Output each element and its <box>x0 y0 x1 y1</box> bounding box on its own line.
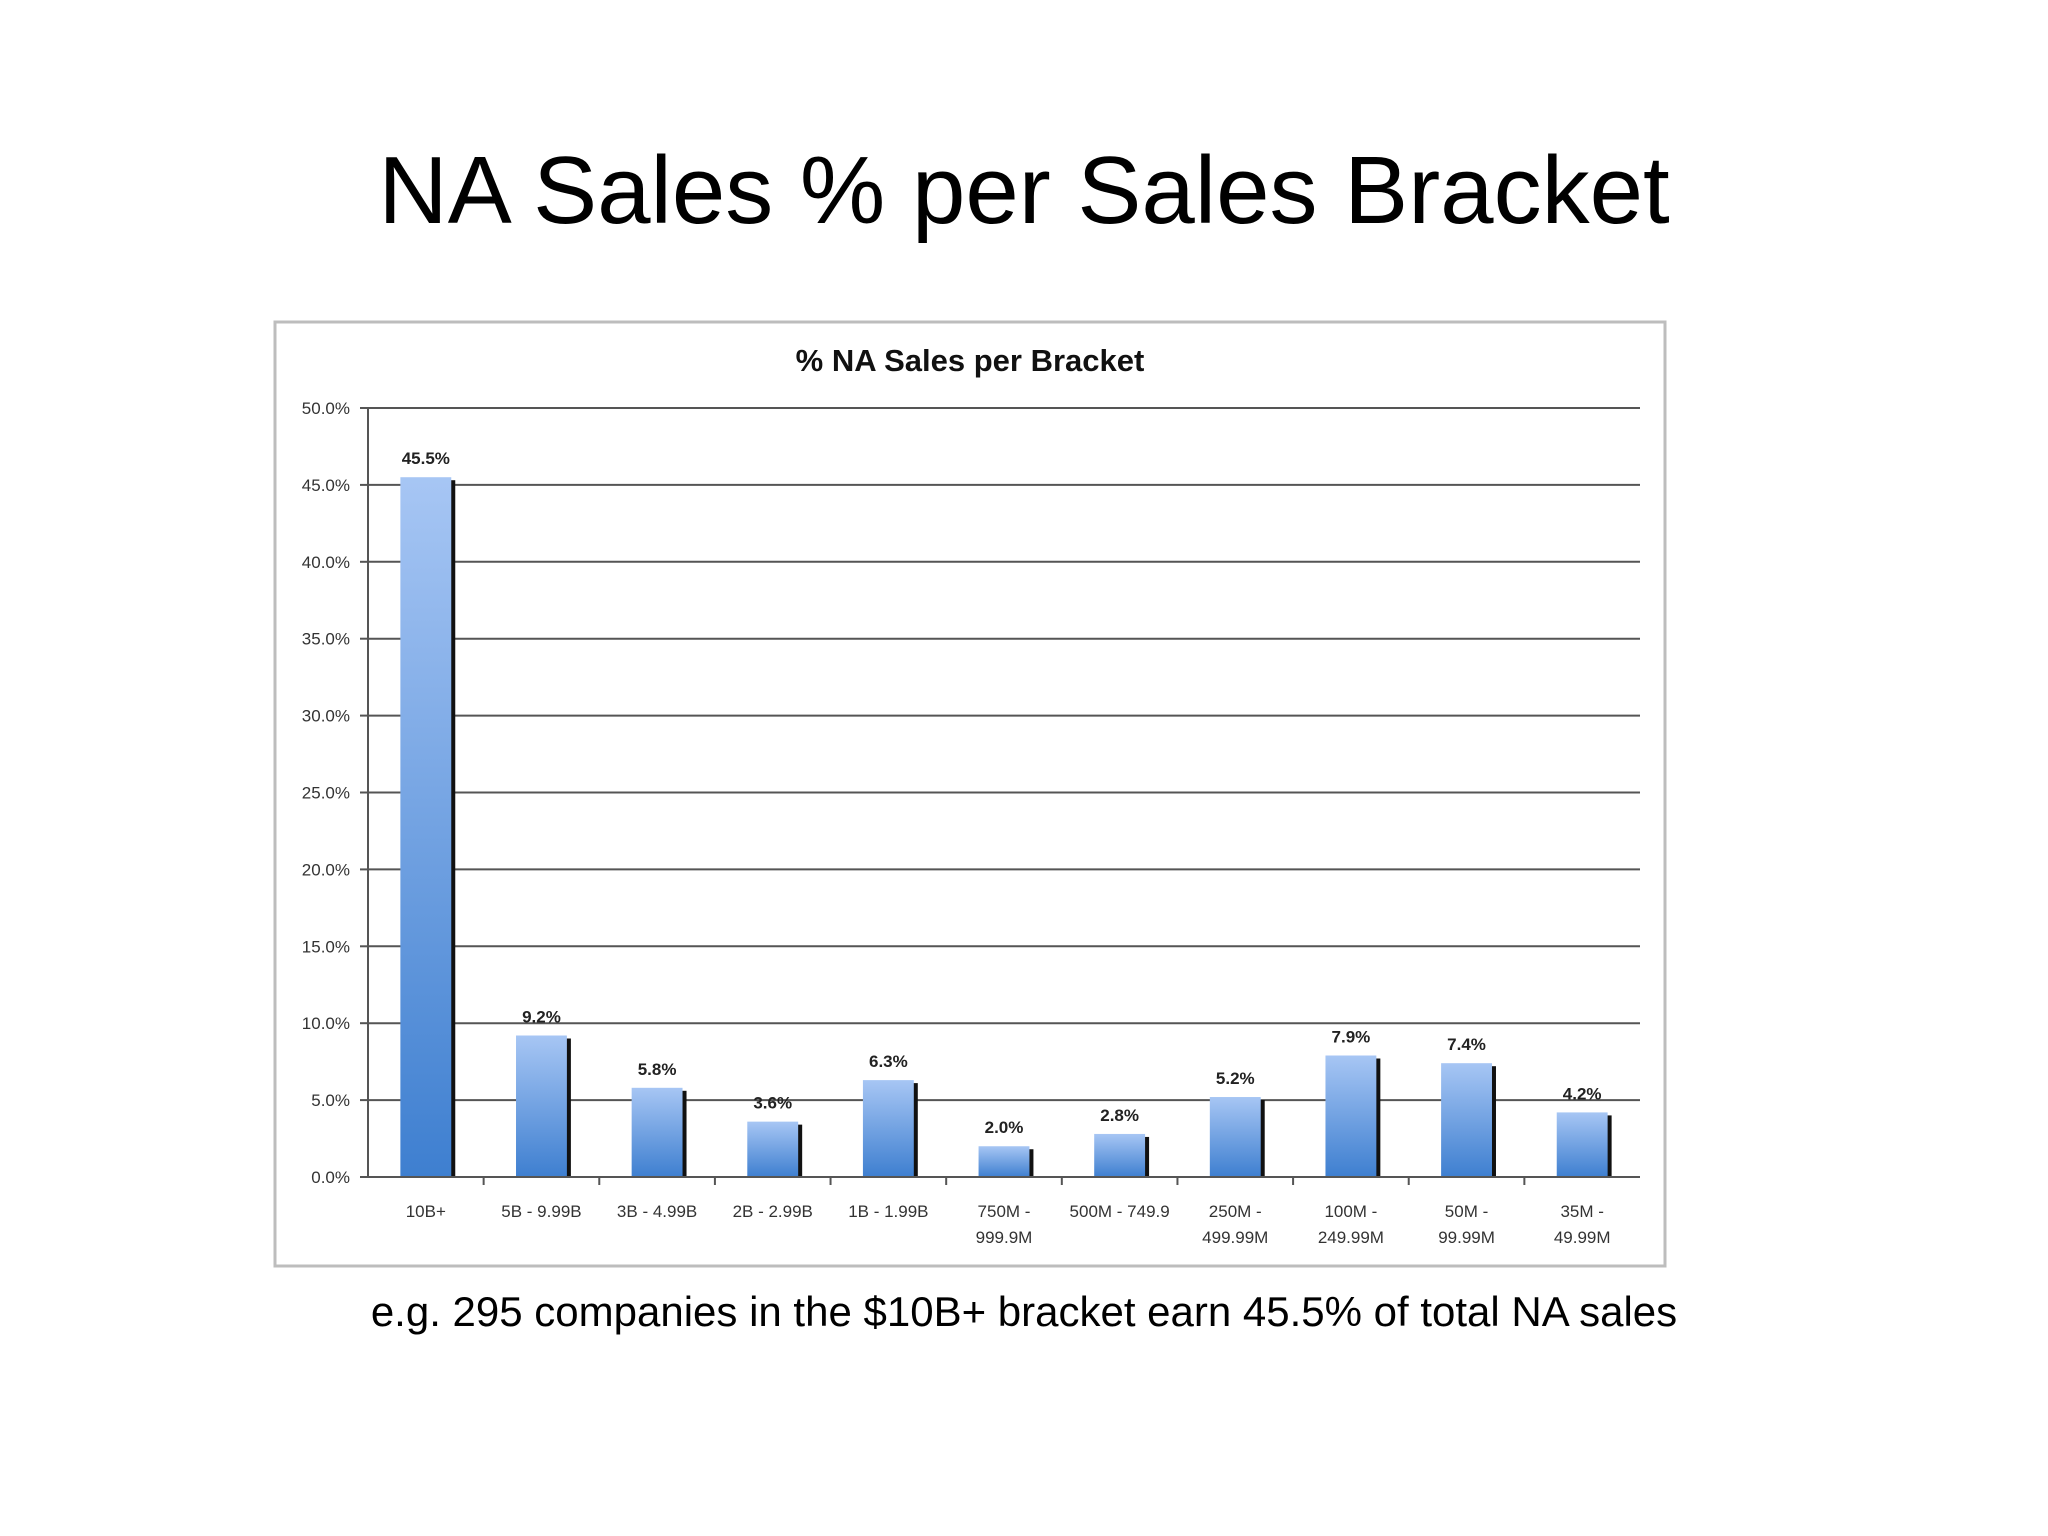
chart-title: % NA Sales per Bracket <box>795 343 1145 378</box>
bar <box>1325 1055 1377 1177</box>
slide-title: NA Sales % per Sales Bracket <box>378 137 1670 244</box>
y-tick-label: 0.0% <box>311 1168 350 1187</box>
y-tick-label: 45.0% <box>302 476 350 495</box>
y-tick-label: 20.0% <box>302 860 350 879</box>
y-tick-label: 25.0% <box>302 784 350 803</box>
x-tick-label: 99.99M <box>1438 1228 1495 1247</box>
bar <box>862 1080 914 1177</box>
x-tick-label: 1B - 1.99B <box>848 1202 928 1221</box>
bar <box>400 477 452 1178</box>
x-tick-label: 750M - <box>978 1202 1031 1221</box>
chart-border <box>273 320 1667 1268</box>
data-label: 3.6% <box>753 1094 792 1113</box>
bar <box>516 1035 567 1177</box>
x-tick-label: 250M - <box>1209 1202 1262 1221</box>
data-label: 7.9% <box>1332 1027 1371 1046</box>
x-tick-label: 35M - <box>1560 1202 1603 1221</box>
data-label: 2.0% <box>985 1118 1024 1137</box>
y-tick-label: 40.0% <box>302 553 350 572</box>
data-label: 9.2% <box>522 1008 561 1027</box>
bar <box>1209 1097 1261 1177</box>
x-axis-ticks: 10B+ 5B - 9.99B 3B - 4.99B 2B - 2.99B 1B - 1… <box>406 1177 1611 1247</box>
data-labels: 45.5% 9.2% 5.8% 3.6% 6.3% 2.0% 2.8% 5.2% 7.9% 7.4… <box>402 449 1602 1137</box>
data-label: 4.2% <box>1563 1084 1602 1103</box>
y-tick-label: 30.0% <box>302 707 350 726</box>
x-tick-label: 500M - 749.9 <box>1070 1202 1170 1221</box>
bar <box>1094 1133 1146 1177</box>
y-tick-label: 10.0% <box>302 1014 350 1033</box>
bar <box>1556 1112 1608 1177</box>
x-tick-label: 499.99M <box>1202 1228 1268 1247</box>
x-tick-label: 5B - 9.99B <box>501 1202 581 1221</box>
y-tick-label: 15.0% <box>302 937 350 956</box>
bar <box>978 1146 1030 1177</box>
x-tick-label: 3B - 4.99B <box>617 1202 697 1221</box>
bar <box>631 1087 683 1177</box>
bars <box>400 477 1612 1178</box>
y-tick-label: 50.0% <box>302 399 350 418</box>
data-label: 5.8% <box>638 1060 677 1079</box>
x-tick-label: 2B - 2.99B <box>733 1202 813 1221</box>
x-tick-label: 249.99M <box>1318 1228 1384 1247</box>
bar <box>1441 1063 1492 1177</box>
slide-caption: e.g. 295 companies in the $10B+ bracket … <box>370 1288 1678 1335</box>
x-tick-label: 50M - <box>1445 1202 1488 1221</box>
data-label: 2.8% <box>1100 1106 1139 1125</box>
bar <box>747 1121 799 1177</box>
y-axis-ticks: 0.0% 5.0% 10.0% 15.0% 20.0% 25.0% 30.0% 35.0% 40… <box>302 399 368 1187</box>
x-tick-label: 10B+ <box>406 1202 446 1221</box>
data-label: 45.5% <box>402 449 450 468</box>
data-label: 5.2% <box>1216 1069 1255 1088</box>
y-tick-label: 5.0% <box>311 1091 350 1110</box>
data-label: 7.4% <box>1447 1035 1486 1054</box>
x-tick-label: 49.99M <box>1554 1228 1611 1247</box>
x-tick-label: 100M - <box>1324 1202 1377 1221</box>
x-tick-label: 999.9M <box>976 1228 1033 1247</box>
gridlines <box>368 407 1640 1102</box>
y-tick-label: 35.0% <box>302 630 350 649</box>
data-label: 6.3% <box>869 1052 908 1071</box>
